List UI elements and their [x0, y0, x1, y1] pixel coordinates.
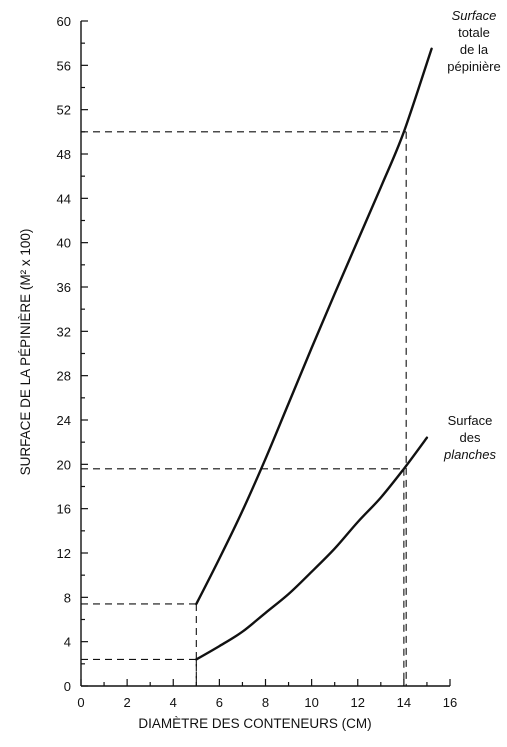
y-tick-label: 60	[57, 14, 71, 29]
series-label-line: Surface	[452, 8, 497, 23]
series-label-line: totale	[458, 25, 490, 40]
series-line-2	[195, 436, 429, 661]
x-tick-label: 14	[397, 695, 411, 710]
series-labels: Surface totale de la pépinière Surface des pla…	[443, 8, 501, 462]
y-tick-label: 44	[57, 191, 71, 206]
series-label-line: planches	[443, 447, 497, 462]
y-tick-label: 24	[57, 413, 71, 428]
x-tick-label: 8	[262, 695, 269, 710]
y-tick-label: 40	[57, 236, 71, 251]
x-tick-label: 2	[124, 695, 131, 710]
y-tick-label: 28	[57, 369, 71, 384]
series-label-2: Surface des planches	[443, 413, 497, 462]
y-tick-label: 48	[57, 147, 71, 162]
y-tick-label: 20	[57, 457, 71, 472]
y-tick-label: 8	[64, 590, 71, 605]
series-label-line: Surface	[448, 413, 493, 428]
x-tick-label: 4	[170, 695, 177, 710]
series-curves	[195, 47, 433, 661]
y-tick-label: 16	[57, 502, 71, 517]
x-tick-label: 10	[304, 695, 318, 710]
x-tick-label: 0	[77, 695, 84, 710]
y-tick-label: 32	[57, 324, 71, 339]
series-line-1	[195, 47, 433, 606]
reference-lines	[81, 131, 407, 686]
x-tick-label: 6	[216, 695, 223, 710]
y-tick-label: 12	[57, 546, 71, 561]
series-label-line: des	[460, 430, 481, 445]
series-label-line: de la	[460, 42, 489, 57]
series-label-line: pépinière	[447, 59, 501, 74]
y-tick-label: 0	[64, 679, 71, 694]
x-tick-label: 16	[443, 695, 457, 710]
y-tick-label: 4	[64, 635, 71, 650]
x-tick-label: 12	[351, 695, 365, 710]
x-axis-title: DIAMÈTRE DES CONTENEURS (CM)	[138, 716, 371, 731]
y-tick-label: 52	[57, 103, 71, 118]
y-tick-label: 56	[57, 58, 71, 73]
series-label-1: Surface totale de la pépinière	[447, 8, 501, 74]
y-tick-label: 36	[57, 280, 71, 295]
y-axis-title: SURFACE DE LA PÉPINIÈRE (M² x 100)	[18, 229, 33, 476]
